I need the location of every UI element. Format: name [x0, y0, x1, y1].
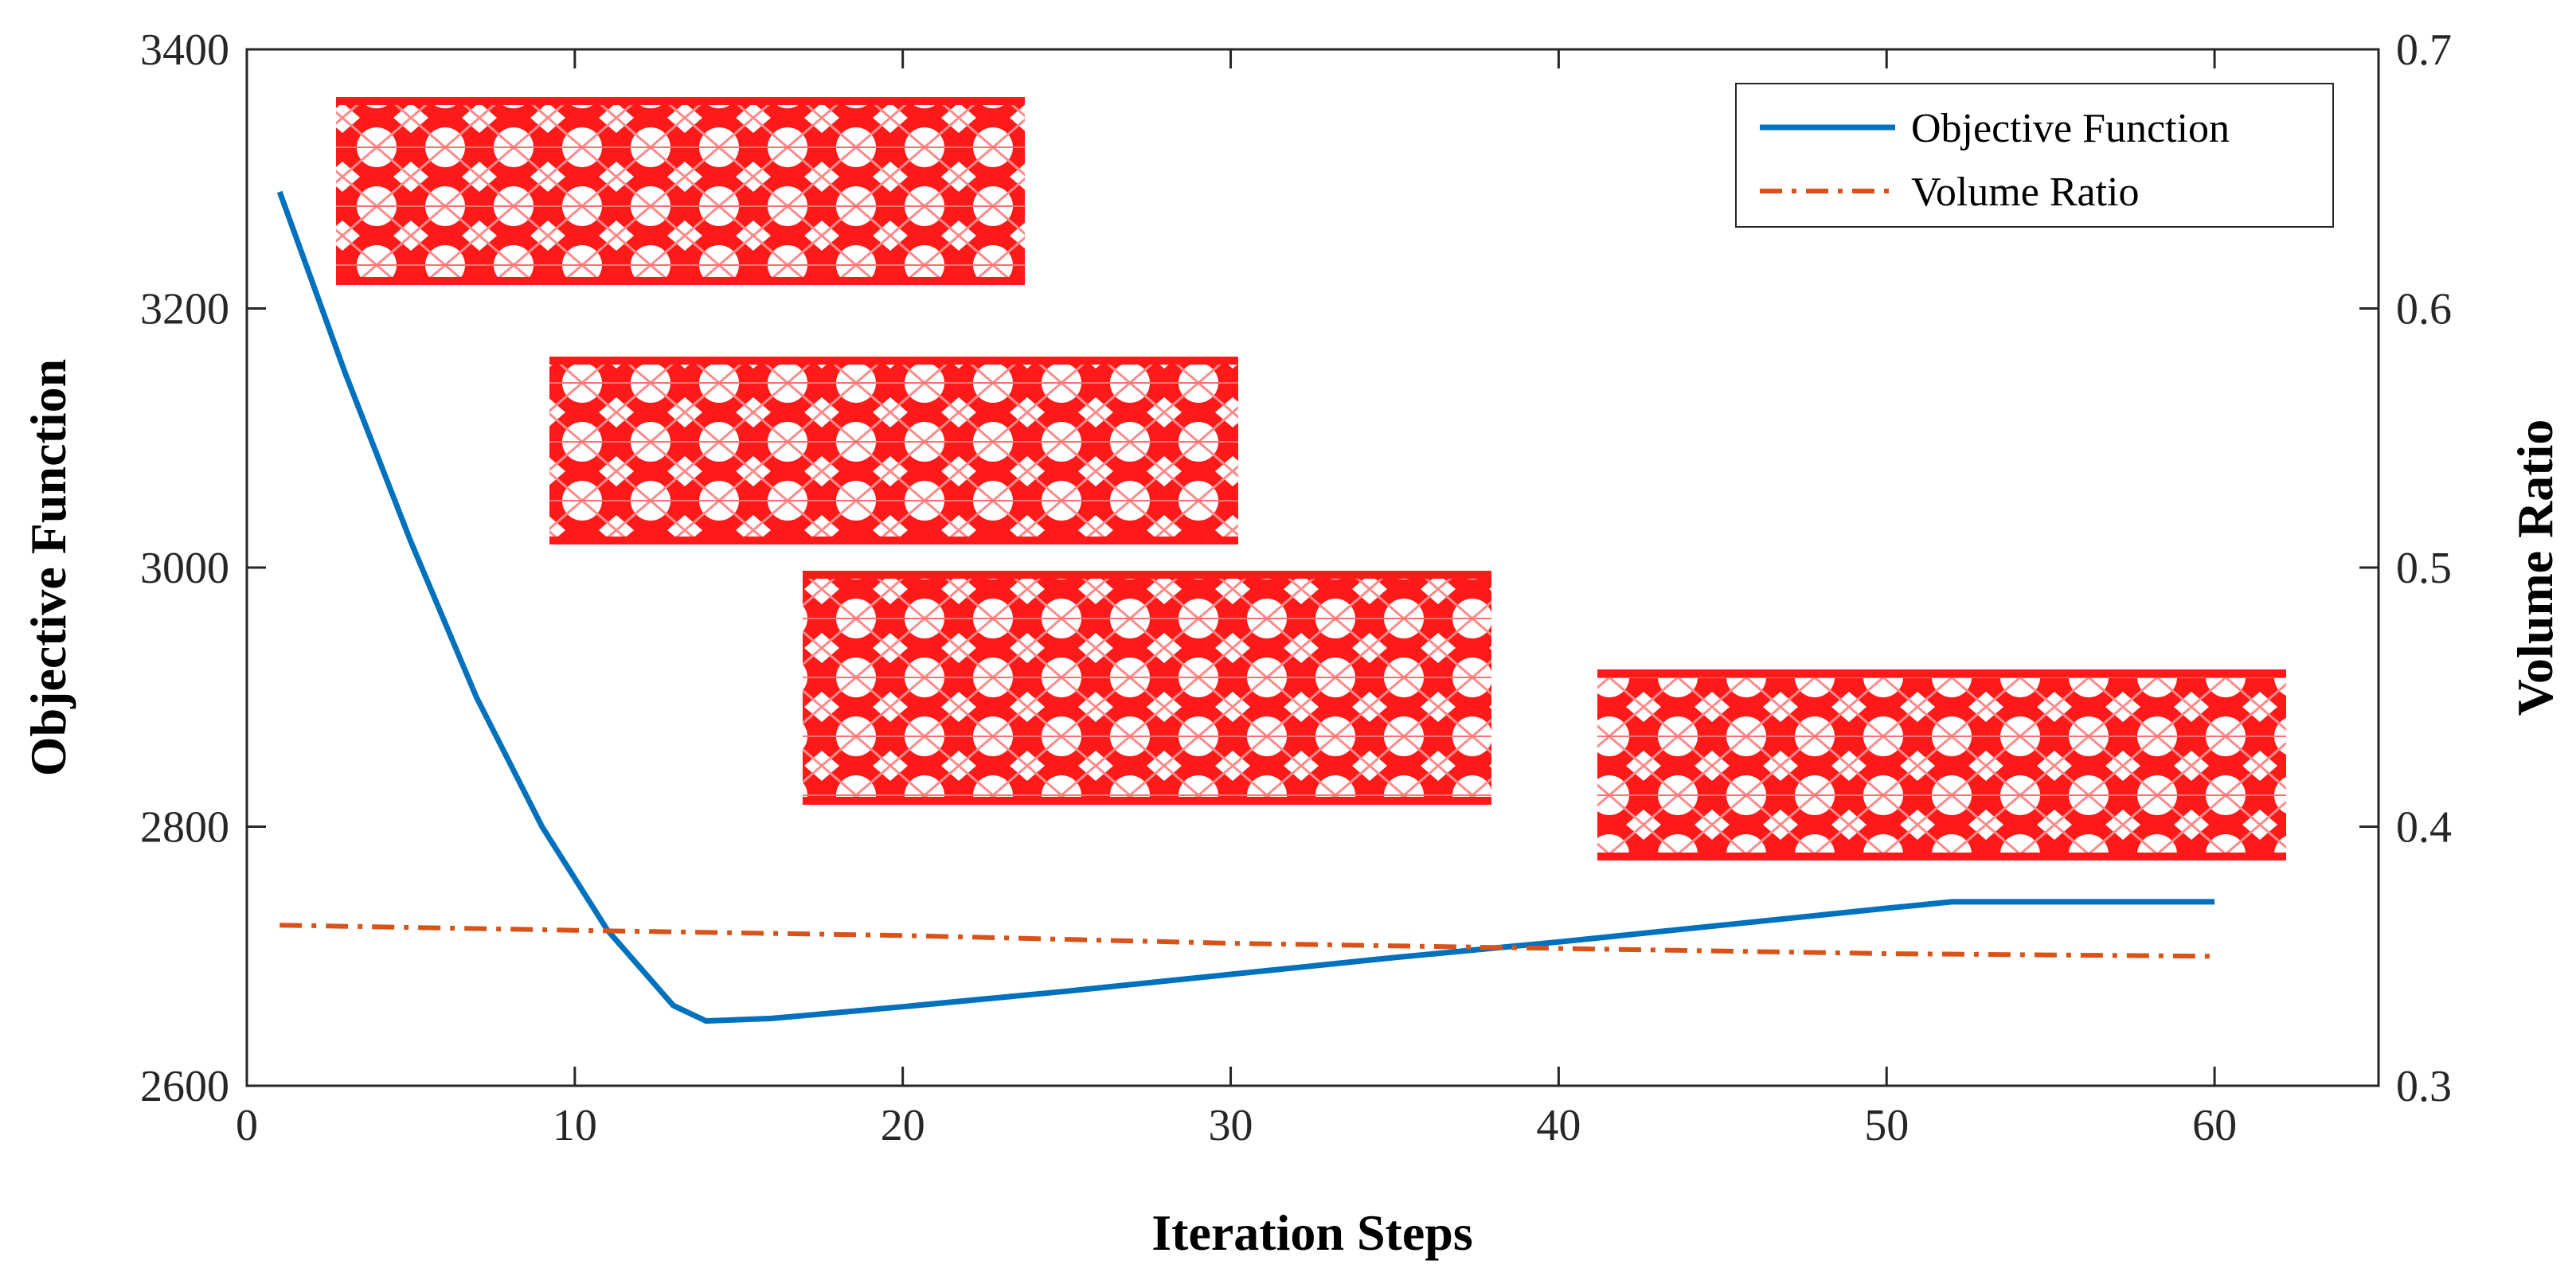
inset-lattice	[803, 571, 1491, 805]
right-y-tick-label: 0.3	[2396, 1062, 2452, 1111]
x-tick-label: 0	[236, 1101, 258, 1150]
series-line-objective-function	[276, 190, 2215, 1024]
x-tick-label: 30	[1209, 1101, 1253, 1150]
left-y-tick-label: 3400	[140, 25, 229, 75]
left-y-axis-ticks: 2600 2800 3000 3200 3400	[140, 25, 266, 1111]
left-y-tick-label: 2800	[140, 803, 229, 853]
inset-bottom-edge	[336, 277, 1025, 285]
x-tick-label: 40	[1536, 1101, 1581, 1150]
inset-bottom-edge	[1597, 853, 2286, 860]
series-layer	[276, 190, 2215, 1024]
series-line-volume-ratio	[279, 923, 2215, 959]
left-y-tick-label: 2600	[140, 1062, 229, 1111]
inset-bottom-edge	[803, 797, 1491, 805]
left-y-tick-label: 3000	[140, 544, 229, 593]
left-y-tick-label: 3200	[140, 285, 229, 334]
x-tick-label: 20	[881, 1101, 925, 1150]
inset-top-edge	[549, 357, 1238, 365]
x-tick-label: 50	[1864, 1101, 1909, 1150]
left-y-axis-title: Objective Function	[20, 359, 76, 776]
right-y-tick-label: 0.5	[2396, 544, 2452, 593]
x-tick-label: 60	[2192, 1101, 2237, 1150]
topology-inset-3	[803, 571, 1491, 805]
insets-layer	[336, 97, 2286, 860]
right-y-tick-label: 0.4	[2396, 803, 2452, 853]
right-y-tick-label: 0.6	[2396, 285, 2452, 334]
inset-bottom-edge	[549, 537, 1238, 544]
legend-label-objective-function: Objective Function	[1911, 106, 2230, 151]
inset-lattice	[336, 97, 1025, 285]
inset-top-edge	[336, 97, 1025, 105]
inset-top-edge	[1597, 669, 2286, 677]
right-y-axis-title: Volume Ratio	[2507, 420, 2563, 716]
legend: Objective Function Volume Ratio	[1735, 83, 2334, 228]
right-y-axis-ticks: 0.3 0.4 0.5 0.6 0.7	[2359, 25, 2452, 1111]
right-y-tick-label: 0.7	[2396, 25, 2452, 75]
x-axis-ticks: 0 10 20 30 40 50 60	[236, 49, 2237, 1150]
x-axis-title: Iteration Steps	[1151, 1204, 1473, 1261]
topology-inset-2	[549, 357, 1238, 544]
legend-label-volume-ratio: Volume Ratio	[1911, 170, 2139, 215]
topology-inset-1	[336, 97, 1025, 285]
x-tick-label: 10	[553, 1101, 597, 1150]
legend-box	[1735, 83, 2334, 228]
topology-inset-4	[1597, 669, 2286, 860]
inset-lattice	[1597, 669, 2286, 860]
inset-top-edge	[803, 571, 1491, 579]
inset-lattice	[549, 357, 1238, 544]
